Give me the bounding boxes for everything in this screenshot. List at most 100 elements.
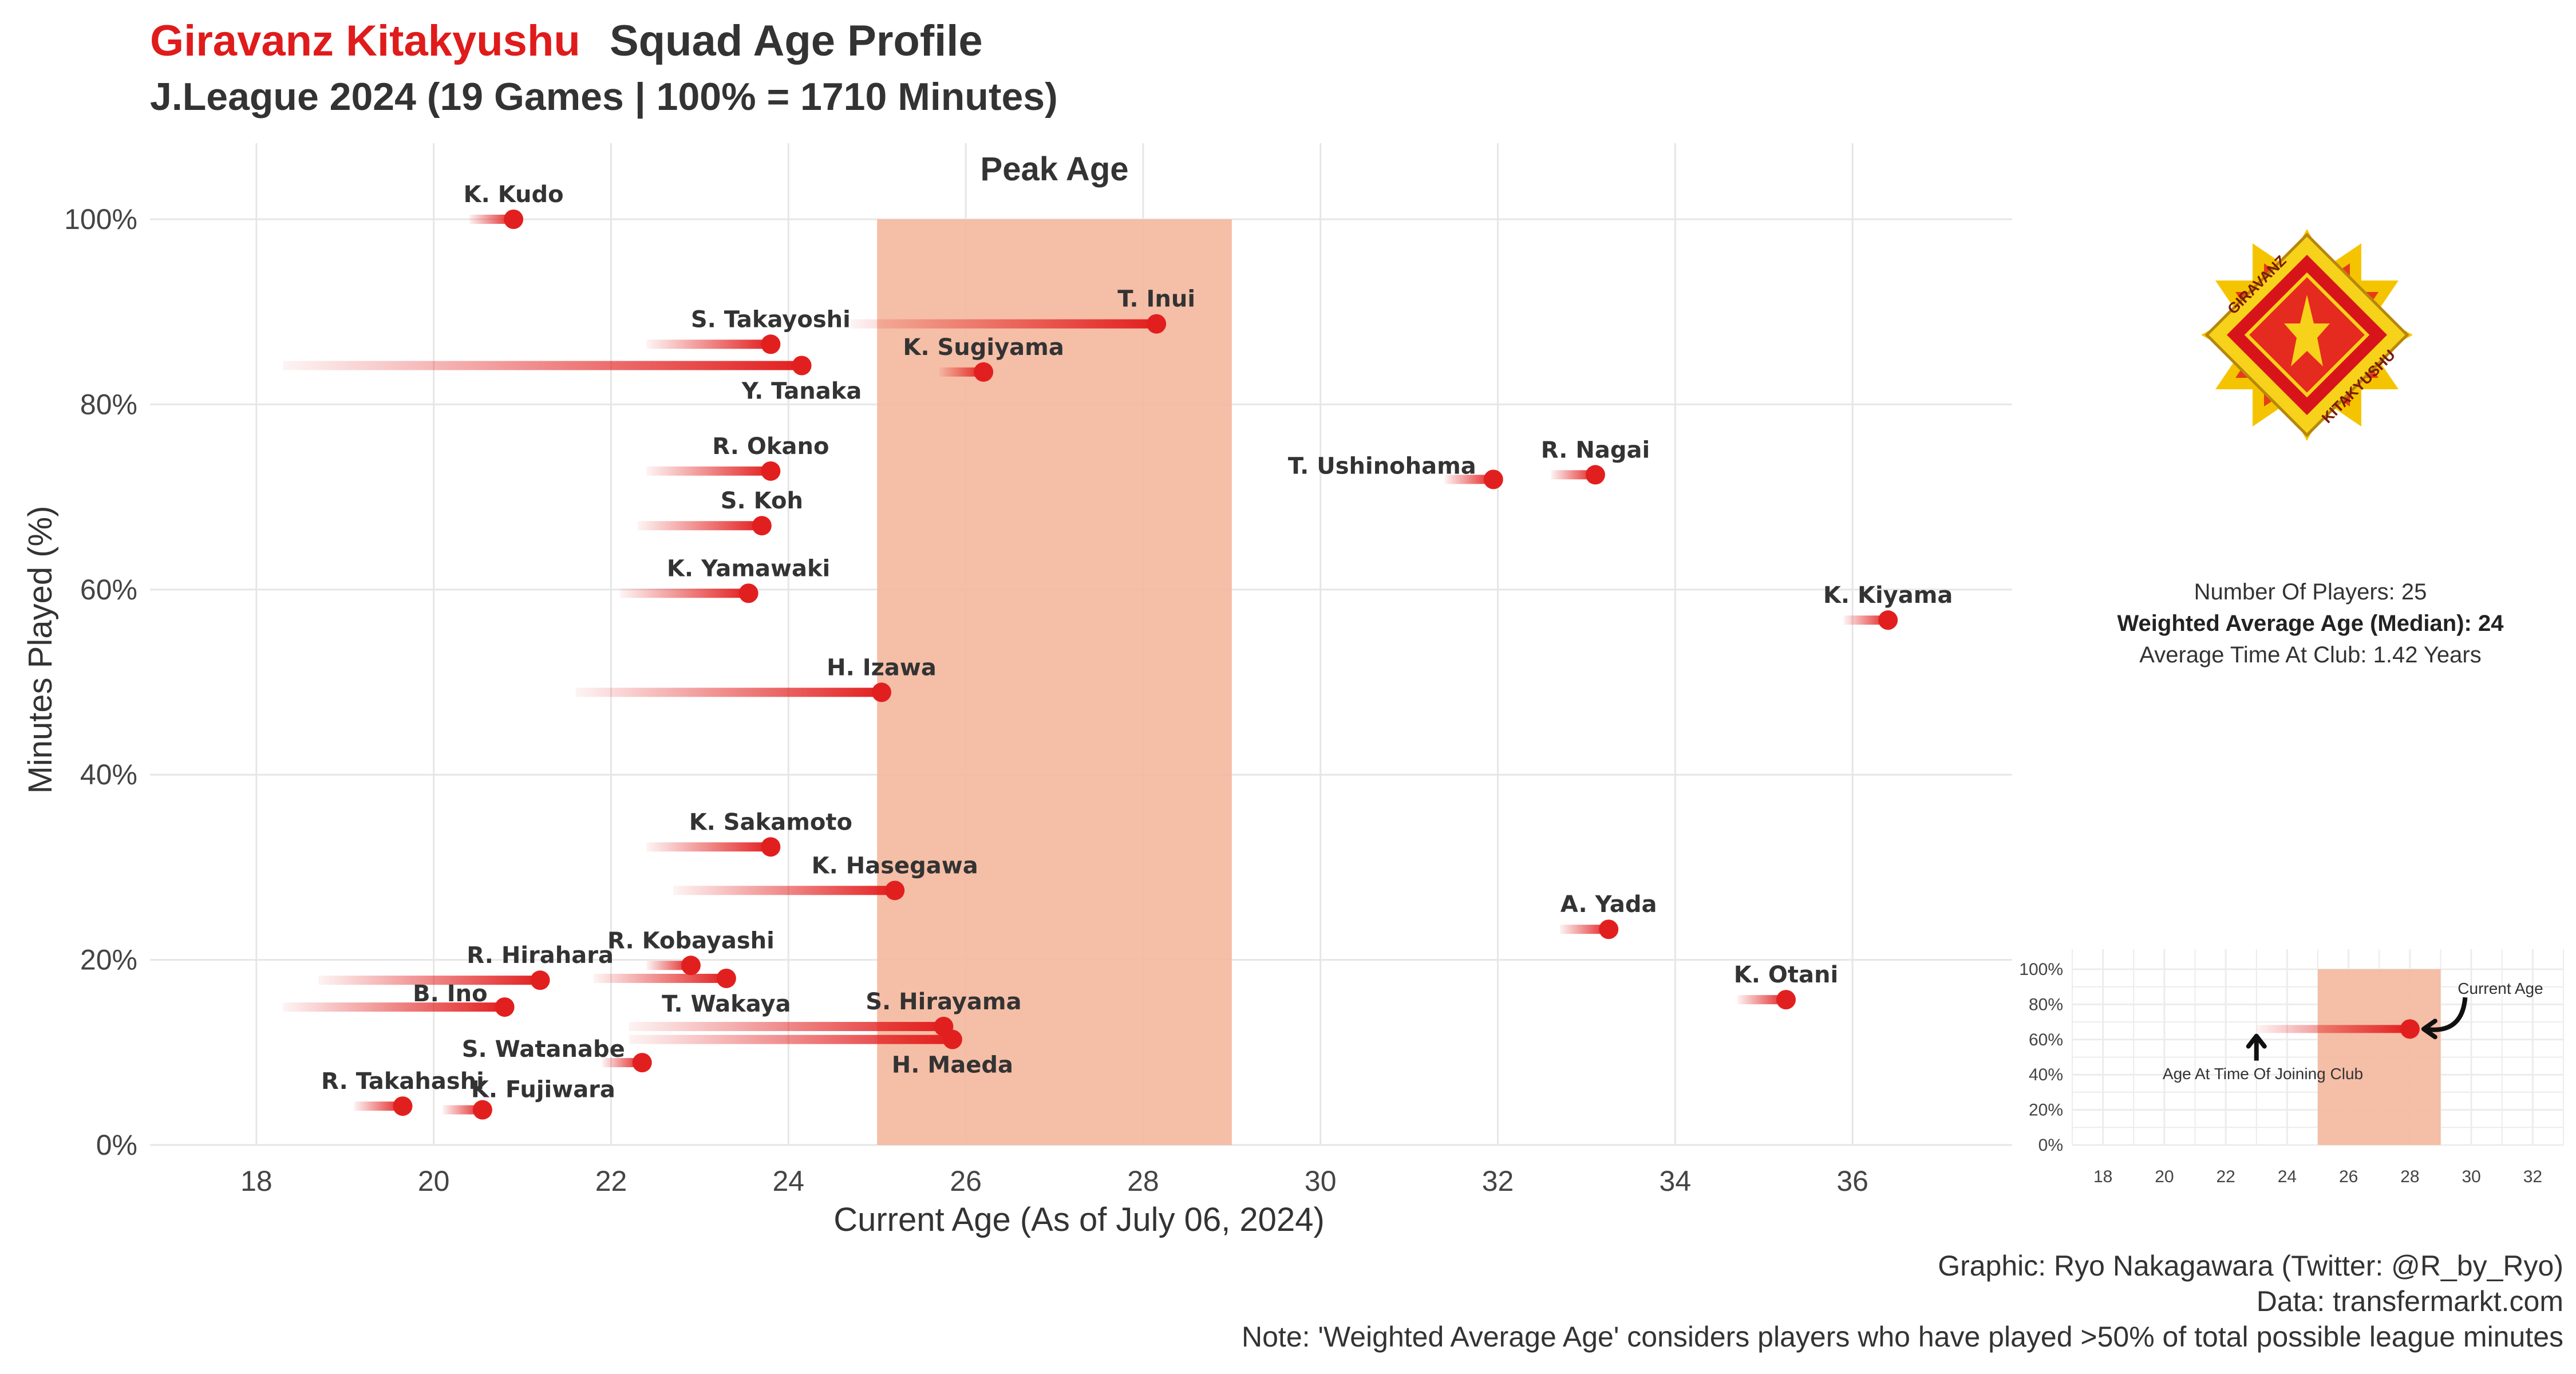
player-label: S. Watanabe bbox=[462, 1036, 625, 1063]
chart-subtitle: J.League 2024 (19 Games | 100% = 1710 Mi… bbox=[150, 75, 1058, 119]
joining-age-trail bbox=[283, 1002, 505, 1012]
player-label: H. Maeda bbox=[892, 1052, 1013, 1079]
joining-age-trail bbox=[939, 367, 984, 377]
x-tick-label: 28 bbox=[1127, 1165, 1159, 1197]
player-point bbox=[1776, 990, 1796, 1010]
joining-age-trail bbox=[646, 466, 771, 476]
player-point bbox=[871, 682, 891, 702]
footer: Graphic: Ryo Nakagawara (Twitter: @R_by_… bbox=[1242, 1250, 2563, 1353]
player-label: K. Hasegawa bbox=[812, 852, 978, 879]
joining-age-trail bbox=[1737, 995, 1786, 1005]
footer-credit: Graphic: Ryo Nakagawara (Twitter: @R_by_… bbox=[1938, 1250, 2563, 1282]
player-label: S. Koh bbox=[721, 488, 803, 514]
inset-label-joining-age: Age At Time Of Joining Club bbox=[2163, 1065, 2363, 1083]
peak-age-rect bbox=[877, 219, 1232, 1145]
x-tick-label: 26 bbox=[950, 1165, 982, 1197]
player-point bbox=[792, 356, 812, 376]
inset-y-tick-label: 40% bbox=[2029, 1065, 2063, 1084]
peak-age-band: Peak Age bbox=[877, 151, 1232, 1145]
stat-weighted-average-age: Weighted Average Age (Median): 24 bbox=[2117, 611, 2504, 636]
player-label: T. Ushinohama bbox=[1288, 453, 1476, 479]
y-tick-label: 100% bbox=[64, 203, 137, 235]
joining-age-trail bbox=[646, 339, 771, 349]
player-label: R. Takahashi bbox=[321, 1068, 484, 1095]
inset-y-tick-label: 80% bbox=[2029, 995, 2063, 1014]
player-label: K. Sugiyama bbox=[903, 334, 1064, 361]
player-label: K. Otani bbox=[1734, 962, 1838, 988]
y-tick-label: 40% bbox=[80, 759, 137, 791]
club-crest-logo: GIRAVANZ KITAKYUSHU bbox=[2201, 229, 2413, 441]
player-label: R. Hirahara bbox=[467, 942, 614, 969]
x-tick-label: 22 bbox=[595, 1165, 627, 1197]
player-point bbox=[1483, 469, 1503, 489]
player-label: K. Sakamoto bbox=[689, 809, 852, 835]
player-point bbox=[393, 1096, 413, 1116]
inset-example-trail bbox=[2256, 1025, 2410, 1033]
player-label: S. Takayoshi bbox=[691, 306, 851, 333]
y-tick-label: 80% bbox=[80, 388, 137, 420]
x-tick-label: 30 bbox=[1305, 1165, 1337, 1197]
inset-peak-rect bbox=[2318, 969, 2441, 1145]
club-name: Giravanz Kitakyushu bbox=[150, 17, 580, 65]
footer-note: Note: 'Weighted Average Age' considers p… bbox=[1242, 1321, 2563, 1353]
main-axes: 18 20 22 24 26 28 30 32 34 36 0% 20% 40% 60% 80% 100% bbox=[64, 203, 1868, 1197]
joining-age-trail bbox=[442, 1105, 483, 1115]
x-axis-label: Current Age (As of July 06, 2024) bbox=[833, 1201, 1325, 1238]
player-point bbox=[1147, 314, 1167, 334]
joining-age-trail bbox=[673, 886, 895, 895]
main-plot: Peak Age K. Kudo T. Inui S. Takayoshi Y. Ta… bbox=[64, 143, 2012, 1197]
joining-age-trail bbox=[619, 589, 749, 598]
footer-data-source: Data: transfermarkt.com bbox=[2257, 1285, 2563, 1317]
player-label: A. Yada bbox=[1560, 891, 1657, 918]
joining-age-trail bbox=[1843, 615, 1888, 625]
player-point bbox=[504, 210, 524, 229]
chart-title: Giravanz Kitakyushu Squad Age Profile bbox=[150, 17, 983, 65]
inset-axes: 18 20 22 24 26 28 30 32 0% 20% 40% 60% 80% 100% bbox=[2019, 960, 2542, 1186]
player-point bbox=[1599, 919, 1619, 939]
joining-age-trail bbox=[646, 842, 771, 852]
legend-inset-plot: 18 20 22 24 26 28 30 32 0% 20% 40% 60% 80% 100% bbox=[2019, 949, 2564, 1186]
inset-x-tick-label: 32 bbox=[2523, 1167, 2542, 1186]
inset-x-tick-label: 28 bbox=[2400, 1167, 2419, 1186]
x-tick-label: 34 bbox=[1660, 1165, 1692, 1197]
inset-joining-age-arrowhead bbox=[2246, 1033, 2267, 1049]
player-point bbox=[681, 956, 701, 976]
player-point bbox=[974, 362, 994, 382]
player-label: K. Yamawaki bbox=[667, 555, 830, 582]
player-label: Y. Tanaka bbox=[741, 378, 862, 404]
inset-y-tick-label: 0% bbox=[2038, 1136, 2063, 1155]
y-tick-label: 0% bbox=[96, 1129, 137, 1161]
player-point bbox=[942, 1029, 962, 1049]
player-point bbox=[495, 997, 515, 1017]
joining-age-trail bbox=[354, 1101, 403, 1111]
player-point bbox=[1878, 610, 1898, 630]
inset-y-tick-label: 20% bbox=[2029, 1101, 2063, 1120]
joining-age-trail bbox=[575, 688, 882, 697]
inset-y-tick-label: 60% bbox=[2029, 1030, 2063, 1049]
joining-age-trail bbox=[602, 1058, 642, 1068]
player-point bbox=[761, 837, 781, 857]
stat-number-of-players: Number Of Players: 25 bbox=[2194, 579, 2427, 605]
player-label: K. Kiyama bbox=[1823, 582, 1953, 609]
player-point bbox=[632, 1053, 652, 1073]
player-label: S. Hirayama bbox=[866, 989, 1021, 1015]
joining-age-trail bbox=[1551, 470, 1595, 480]
joining-age-trail bbox=[646, 961, 691, 970]
player-point bbox=[530, 970, 550, 990]
joining-age-trail bbox=[850, 319, 1157, 329]
player-point bbox=[752, 516, 772, 536]
inset-label-current-age: Current Age bbox=[2458, 980, 2543, 997]
inset-example-marks bbox=[2246, 997, 2468, 1061]
player-label: K. Kudo bbox=[464, 181, 564, 208]
joining-age-trail bbox=[637, 521, 762, 531]
joining-age-trail bbox=[593, 973, 726, 983]
player-point bbox=[1585, 465, 1605, 485]
inset-x-tick-label: 20 bbox=[2155, 1167, 2174, 1186]
y-tick-label: 20% bbox=[80, 944, 137, 976]
x-tick-label: 20 bbox=[418, 1165, 450, 1197]
joining-age-trail bbox=[629, 1035, 953, 1044]
inset-x-tick-label: 26 bbox=[2339, 1167, 2358, 1186]
player-point bbox=[761, 334, 781, 354]
y-axis-label: Minutes Played (%) bbox=[22, 506, 59, 794]
